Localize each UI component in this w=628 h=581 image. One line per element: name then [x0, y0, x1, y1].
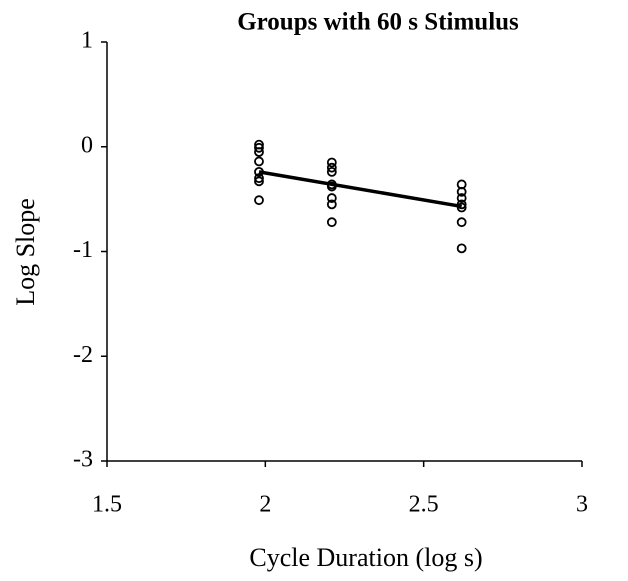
y-tick-label: -2: [73, 342, 93, 368]
x-tick-label: 1.5: [92, 492, 122, 518]
fit-line: [258, 170, 462, 209]
y-tick-label: 0: [81, 132, 93, 158]
x-tick-label: 3: [576, 492, 588, 518]
x-tick-label: 2.5: [409, 492, 439, 518]
point: [254, 156, 264, 167]
point: [326, 199, 337, 210]
point: [326, 193, 337, 203]
x-axis-label: Cycle Duration (log s): [249, 543, 482, 572]
x-tick-label: 2: [259, 492, 271, 518]
point: [254, 147, 264, 157]
y-tick-label: -3: [73, 447, 93, 473]
point: [254, 142, 264, 153]
point: [326, 217, 337, 228]
point: [456, 217, 467, 228]
point: [456, 193, 467, 203]
point: [326, 157, 337, 168]
point: [254, 176, 264, 187]
y-tick-label: 1: [81, 28, 93, 54]
chart-title: Groups with 60 s Stimulus: [237, 9, 519, 36]
point: [326, 166, 337, 177]
y-axis-label: Log Slope: [11, 198, 40, 306]
point: [456, 243, 467, 254]
y-tick-label: -1: [73, 237, 93, 263]
point: [254, 173, 264, 184]
point: [456, 186, 467, 197]
point: [326, 162, 337, 173]
point: [254, 195, 264, 206]
